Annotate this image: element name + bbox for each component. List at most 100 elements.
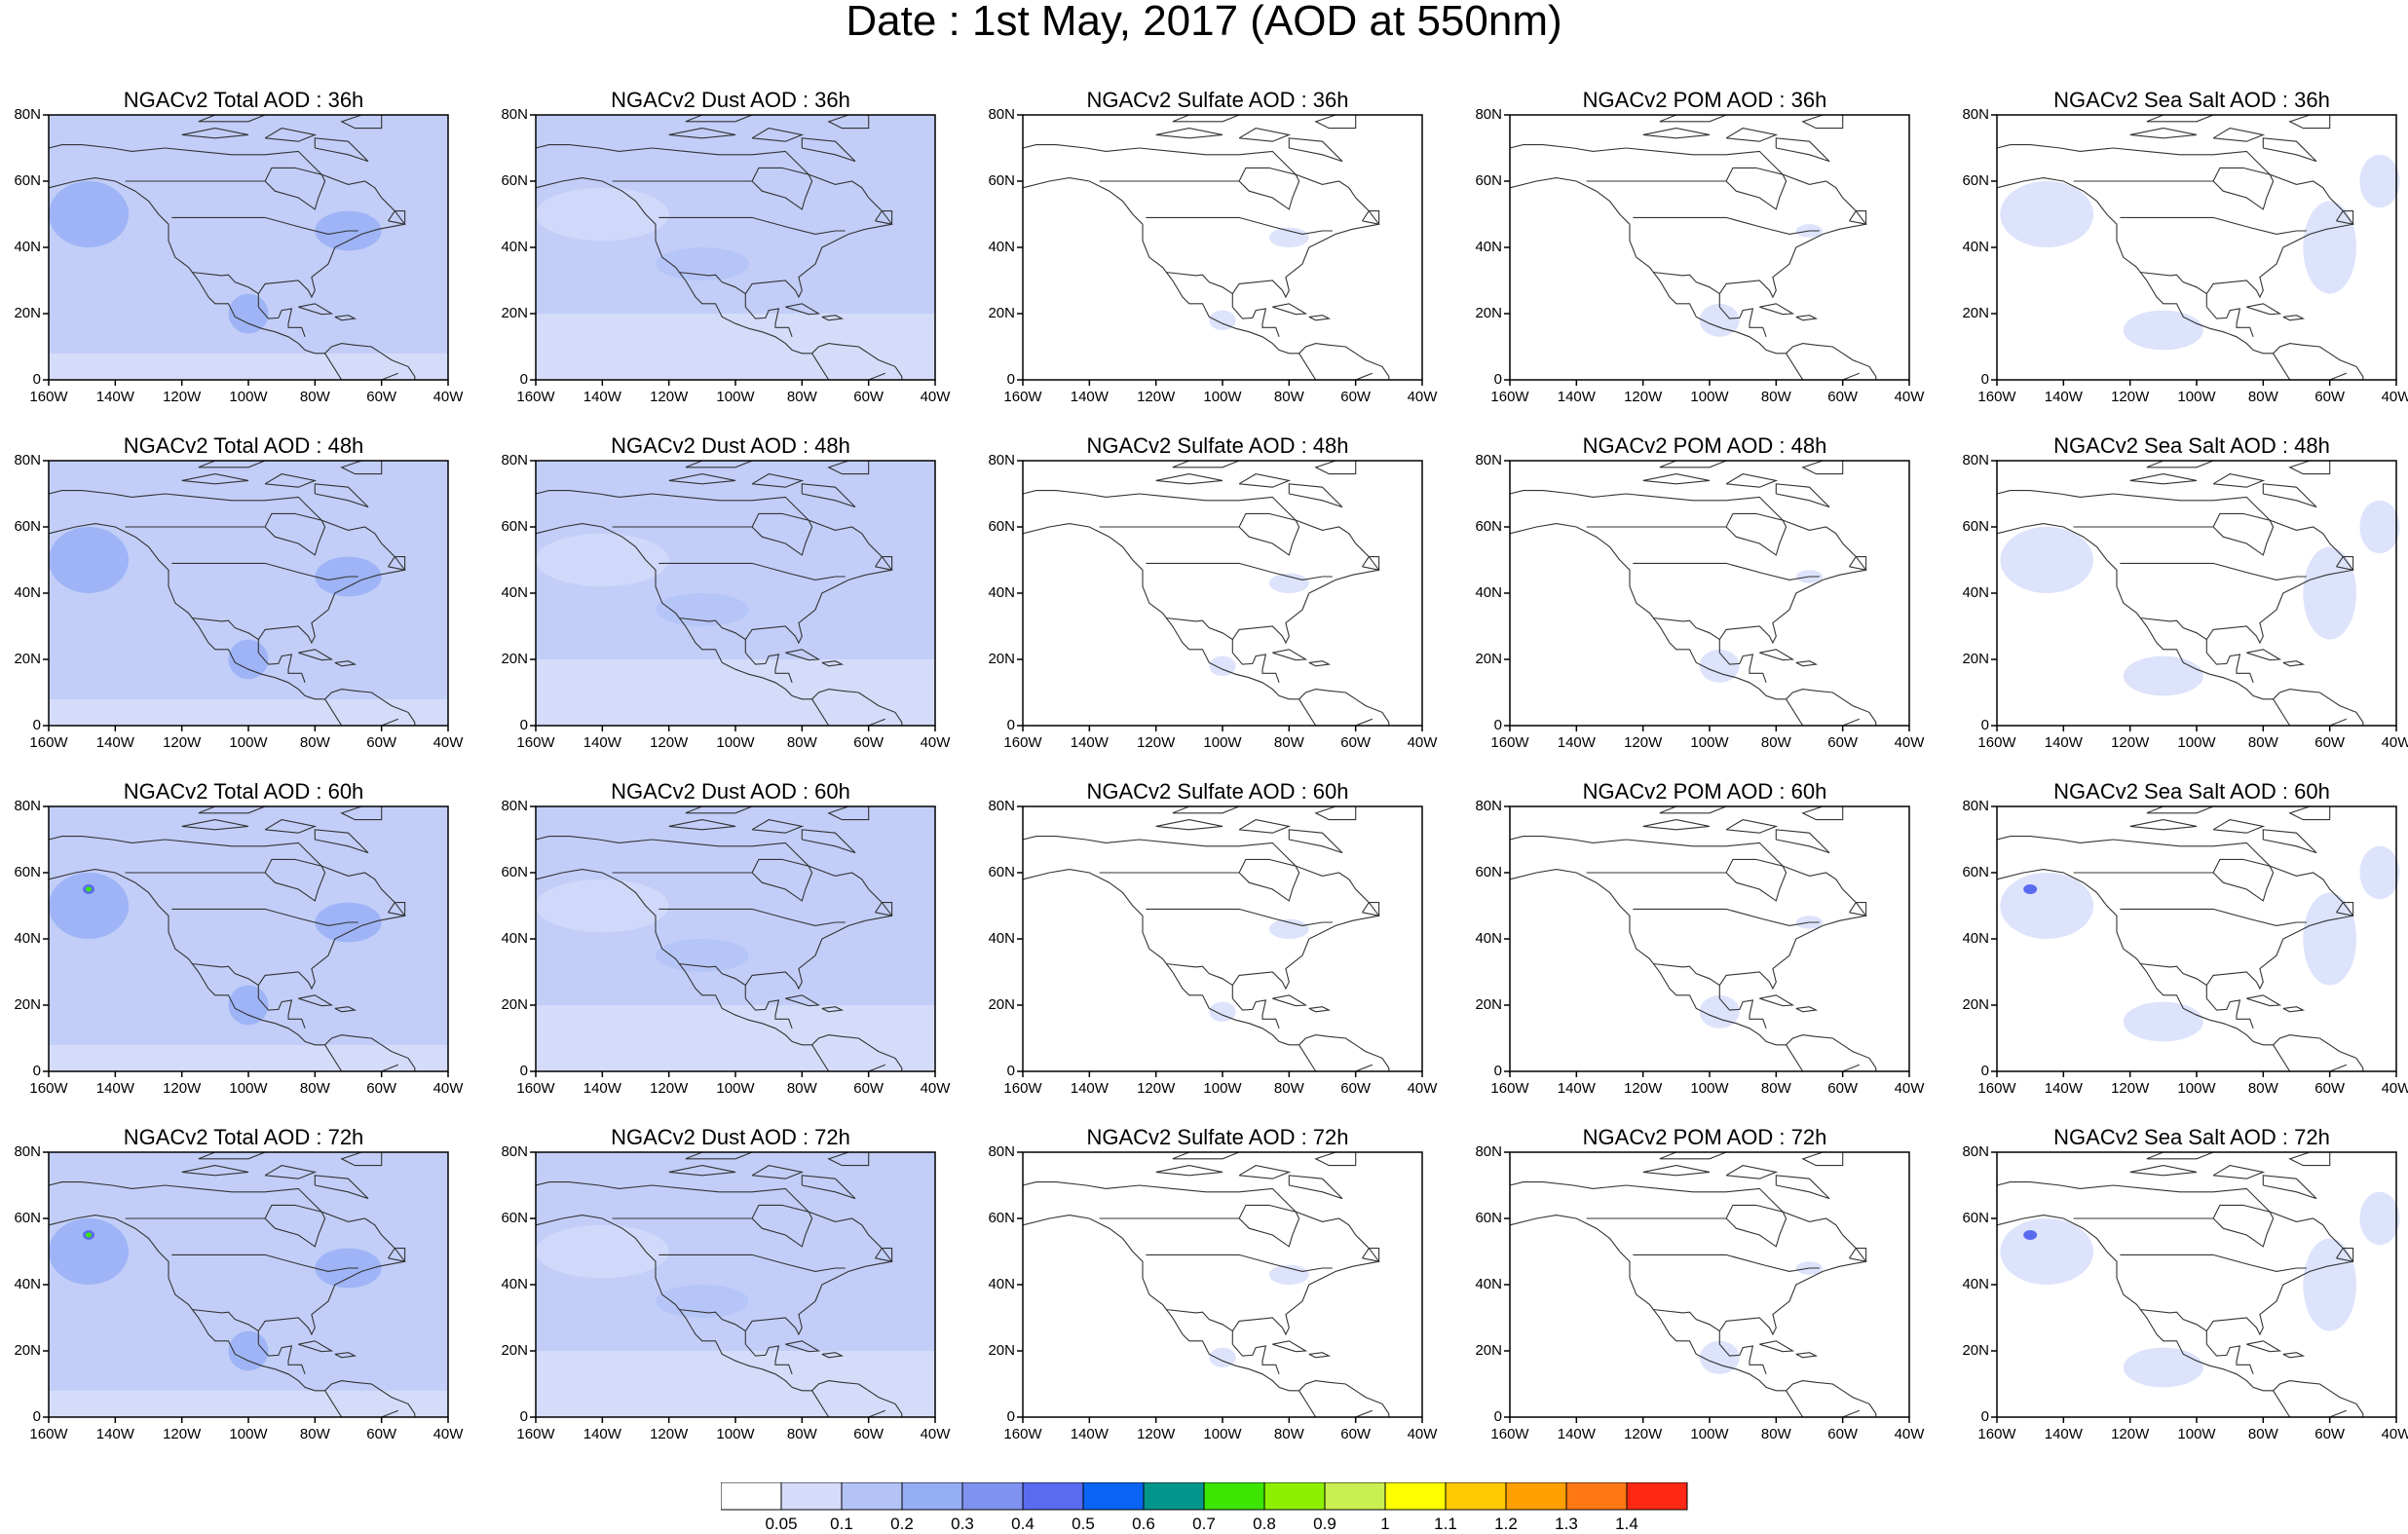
coastline <box>257 1343 306 1374</box>
lat-tick-label: 40N <box>14 239 41 255</box>
coastline <box>48 836 406 999</box>
lon-tick-label: 100W <box>1690 1426 1729 1442</box>
lon-tick-label: 140W <box>95 389 134 405</box>
coastline <box>48 1181 406 1345</box>
map-plot <box>1504 805 1910 1077</box>
hudson-bay <box>751 512 813 556</box>
island <box>388 556 406 571</box>
map-panel: NGACv2 Sulfate AOD : 72h 80N 60N 40N 20N 0 160… <box>974 1127 1461 1458</box>
island <box>1155 128 1223 139</box>
coastline <box>535 177 903 380</box>
main-title: Date : 1st May, 2017 (AOD at 550nm) <box>846 0 1562 45</box>
colorbar-label: 1.1 <box>1434 1515 1457 1533</box>
island <box>1642 1165 1711 1177</box>
panel-title: NGACv2 Sulfate AOD : 48h <box>1086 433 1349 458</box>
lat-tick-label: 80N <box>501 452 528 468</box>
lon-tick-label: 120W <box>650 1426 689 1442</box>
map-plot <box>1991 1151 2400 1423</box>
island <box>1795 315 1819 321</box>
lon-tick-label: 40W <box>2381 734 2408 751</box>
lon-tick-label: 40W <box>1894 389 1925 405</box>
lon-tick-label: 160W <box>29 1426 68 1442</box>
panel-title: NGACv2 Total AOD : 36h <box>123 88 364 112</box>
lat-tick-label: 20N <box>1475 1342 1502 1359</box>
lon-tick-label: 40W <box>2381 1426 2408 1442</box>
lon-tick-label: 140W <box>583 734 621 751</box>
panel-title: NGACv2 Sulfate AOD : 60h <box>1086 779 1349 804</box>
aod-plume <box>2000 873 2094 939</box>
greenland <box>2288 805 2331 821</box>
lon-tick-label: 80W <box>2247 1080 2278 1097</box>
island <box>1642 819 1711 831</box>
coastline <box>1022 869 1390 1071</box>
island <box>1238 1165 1292 1179</box>
lon-tick-label: 80W <box>1273 389 1304 405</box>
lon-tick-label: 140W <box>583 1080 621 1097</box>
lat-tick-label: 40N <box>1962 1276 1989 1292</box>
coastline <box>1022 1215 1390 1417</box>
aod-plume <box>228 293 269 334</box>
lon-tick-label: 60W <box>853 1426 884 1442</box>
lat-tick-label: 20N <box>501 305 528 321</box>
lat-tick-label: 40N <box>988 1276 1015 1292</box>
island <box>1272 649 1308 661</box>
island <box>1172 460 1240 468</box>
coastline <box>535 1215 903 1417</box>
panel-title: NGACv2 Total AOD : 48h <box>123 433 364 458</box>
island <box>264 1165 318 1179</box>
greenland <box>1801 114 1844 130</box>
colorbar-box <box>1143 1482 1205 1511</box>
lon-tick-label: 100W <box>716 389 755 405</box>
aod-plume <box>1209 1001 1236 1022</box>
island <box>821 315 845 321</box>
lat-tick-label: 60N <box>988 864 1015 880</box>
aod-plume <box>536 187 669 242</box>
lat-tick-label: 80N <box>1475 798 1502 814</box>
lat-tick-label: 20N <box>501 996 528 1013</box>
coastline <box>1996 490 2354 654</box>
island <box>1172 805 1240 814</box>
coastline <box>48 490 406 654</box>
coastline <box>535 490 893 654</box>
lon-tick-label: 160W <box>29 734 68 751</box>
lat-tick-label: 80N <box>988 1143 1015 1160</box>
coastline <box>1231 652 1280 683</box>
lon-tick-label: 40W <box>433 1426 464 1442</box>
aod-plume <box>1209 655 1236 676</box>
lon-tick-label: 140W <box>95 1426 134 1442</box>
island <box>1775 137 1830 163</box>
lon-tick-label: 100W <box>2177 389 2216 405</box>
lon-tick-label: 40W <box>1407 1426 1438 1442</box>
lon-tick-label: 60W <box>1340 734 1372 751</box>
coastline <box>1231 1343 1280 1374</box>
lon-tick-label: 40W <box>1894 1080 1925 1097</box>
island <box>1725 128 1779 142</box>
coastline <box>1509 1215 1877 1417</box>
lon-tick-label: 140W <box>1070 1080 1109 1097</box>
map-panel: NGACv2 Sulfate AOD : 36h 80N 60N 40N 20N 0 160… <box>974 90 1461 421</box>
lat-tick-label: 80N <box>14 798 41 814</box>
lon-tick-label: 100W <box>229 389 268 405</box>
coastline <box>1231 997 1280 1029</box>
lon-tick-label: 80W <box>299 1426 330 1442</box>
lat-tick-label: 20N <box>988 305 1015 321</box>
lat-tick-label: 60N <box>501 1210 528 1226</box>
lon-tick-label: 100W <box>1690 1080 1729 1097</box>
lat-tick-label: 0 <box>1006 1408 1015 1425</box>
greenland <box>340 805 383 821</box>
colorbar-box <box>901 1482 963 1511</box>
colorbar-box <box>1203 1482 1265 1511</box>
lat-tick-label: 60N <box>988 518 1015 535</box>
lon-tick-label: 120W <box>163 734 202 751</box>
coastline <box>1509 490 1867 654</box>
island <box>1642 473 1711 485</box>
island <box>298 303 334 316</box>
island <box>801 483 856 508</box>
island <box>1659 1151 1727 1160</box>
lat-tick-label: 60N <box>988 172 1015 189</box>
panel-title: NGACv2 POM AOD : 60h <box>1582 779 1827 804</box>
colorbar-label: 0.8 <box>1253 1515 1276 1533</box>
island <box>1795 1006 1819 1013</box>
lon-tick-label: 120W <box>1137 1426 1176 1442</box>
lon-tick-label: 60W <box>1827 1080 1859 1097</box>
